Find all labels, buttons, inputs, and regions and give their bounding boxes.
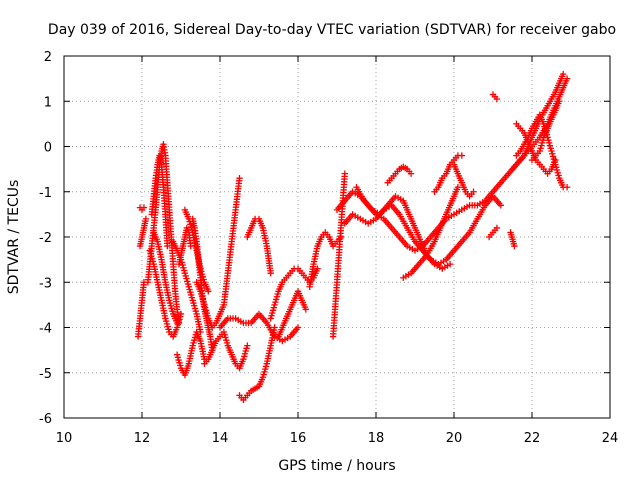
series-s21 xyxy=(329,170,348,340)
data-point xyxy=(341,170,348,177)
data-point xyxy=(556,98,563,105)
data-point xyxy=(497,202,504,209)
data-point xyxy=(560,70,567,78)
y-tick-label: 2 xyxy=(44,50,52,65)
series-s9 xyxy=(175,224,194,268)
data-point xyxy=(493,95,501,103)
series-s26 xyxy=(400,184,462,281)
x-tick-label: 18 xyxy=(368,431,385,446)
series-s30 xyxy=(485,224,501,241)
series-s24 xyxy=(353,184,454,272)
data-point xyxy=(563,184,571,191)
data-point xyxy=(454,184,462,191)
y-axis-label: SDTVAR / TECUs xyxy=(6,180,22,295)
data-point xyxy=(205,288,212,295)
x-tick-label: 24 xyxy=(602,431,619,446)
series-s16 xyxy=(236,324,278,404)
y-tick-label: 0 xyxy=(44,141,52,156)
y-tick-label: -1 xyxy=(39,186,52,201)
series-s35 xyxy=(528,98,563,164)
series-s13 xyxy=(173,328,208,379)
x-tick-label: 22 xyxy=(524,431,541,446)
x-tick-label: 12 xyxy=(134,431,151,446)
x-tick-label: 20 xyxy=(446,431,463,446)
axis-ticks xyxy=(63,55,611,419)
data-point xyxy=(446,260,454,268)
series-s1 xyxy=(136,204,148,214)
series-s18 xyxy=(244,215,274,277)
series-s25 xyxy=(384,163,415,186)
data-point xyxy=(142,215,150,223)
series-s5 xyxy=(148,152,171,250)
data-point xyxy=(493,224,501,232)
data-point xyxy=(470,188,477,195)
data-point xyxy=(552,156,559,164)
data-points xyxy=(134,70,571,404)
data-point xyxy=(244,342,251,349)
series-s6 xyxy=(146,247,185,340)
series-s29 xyxy=(489,91,501,103)
x-tick-label: 16 xyxy=(290,431,307,446)
y-tick-label: -3 xyxy=(39,276,52,291)
data-point xyxy=(271,324,278,331)
y-tick-label: 1 xyxy=(44,95,52,110)
x-tick-label: 10 xyxy=(56,431,73,446)
series-s17 xyxy=(267,265,321,322)
data-point xyxy=(164,242,171,250)
series-s12 xyxy=(193,174,243,331)
series-s7 xyxy=(150,229,181,327)
data-point xyxy=(302,306,309,313)
data-point xyxy=(511,242,518,250)
data-point xyxy=(563,75,571,82)
x-axis-label: GPS time / hours xyxy=(278,458,395,474)
data-point xyxy=(267,270,274,277)
series-s28 xyxy=(450,161,477,200)
y-tick-label: -4 xyxy=(39,322,52,337)
chart-title: Day 039 of 2016, Sidereal Day-to-day VTE… xyxy=(48,22,616,38)
y-tick-label: -5 xyxy=(39,367,52,382)
data-point xyxy=(140,204,148,211)
data-point xyxy=(458,152,465,159)
x-tick-label: 14 xyxy=(212,431,229,446)
series-s2 xyxy=(136,215,150,250)
data-point xyxy=(173,319,181,327)
data-point xyxy=(236,174,243,182)
series-s10 xyxy=(181,206,212,295)
series-s31 xyxy=(507,229,518,250)
grid-lines xyxy=(64,56,610,418)
y-tick-label: -2 xyxy=(39,231,52,246)
y-tick-label: -6 xyxy=(39,412,52,427)
data-point xyxy=(294,324,302,331)
data-point xyxy=(177,310,185,318)
series-s15 xyxy=(216,310,302,345)
series-s14 xyxy=(201,328,251,372)
series-s19 xyxy=(275,288,309,340)
data-point xyxy=(407,170,415,177)
series-s3 xyxy=(134,279,148,340)
